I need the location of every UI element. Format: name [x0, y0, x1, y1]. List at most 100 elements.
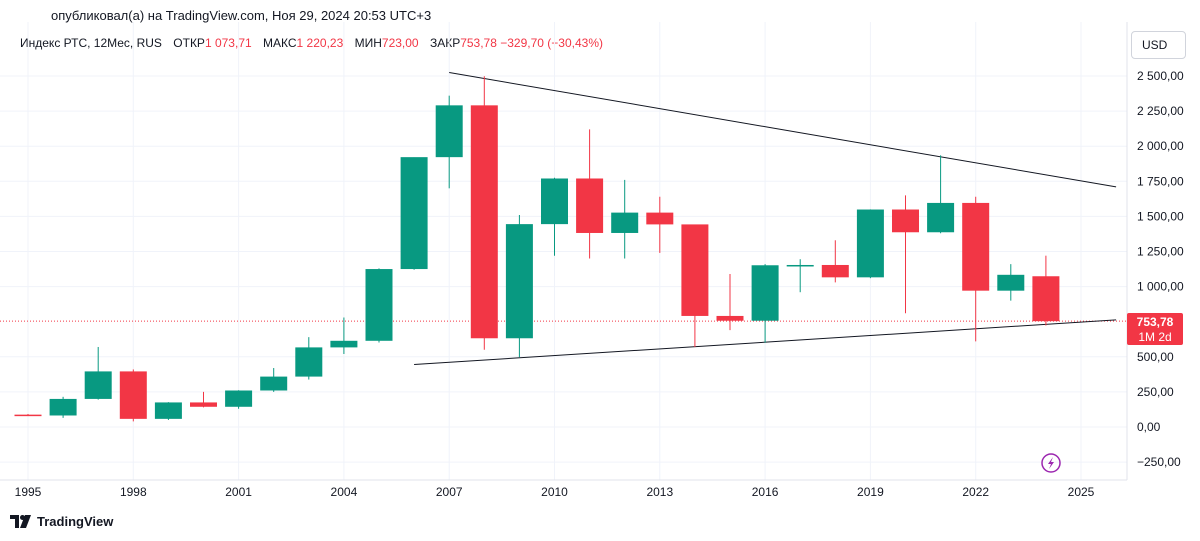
y-tick-label: 2 500,00 [1137, 69, 1184, 83]
open-value: 1 073,71 [204, 36, 252, 50]
candle-body [962, 202, 990, 291]
x-tick-label: 2007 [436, 485, 463, 499]
published-credit: опубликовал(а) на TradingView.com, Ноя 2… [51, 8, 432, 23]
x-tick-label: 2004 [331, 485, 358, 499]
candle-body [470, 105, 498, 339]
candle [856, 209, 884, 279]
candle-body [190, 402, 217, 407]
candle [576, 129, 604, 259]
x-tick-label: 1998 [120, 485, 147, 499]
price-badge: 753,78 1M 2d [1127, 313, 1183, 345]
candle-body [541, 178, 568, 225]
candle-body [154, 402, 182, 419]
candle [505, 214, 533, 358]
candle-body [435, 105, 463, 158]
candle [611, 179, 639, 259]
y-axis: 2 500,00 2 250,00 2 000,00 1 750,00 1 500,00… [1126, 22, 1184, 480]
symbol-legend: Индекс РТС, 12Мес, RUS ОТКР1 073,71 МАКС… [20, 36, 603, 50]
candle-body [49, 398, 77, 416]
candle-body [997, 274, 1025, 291]
candle-body [400, 157, 428, 270]
y-tick-label: 500,00 [1137, 350, 1174, 364]
candle [927, 155, 955, 234]
candle [962, 196, 990, 342]
candle [190, 391, 217, 408]
candle-body [751, 265, 779, 321]
open-label: ОТКР [173, 36, 205, 50]
close-label: ЗАКР [429, 36, 461, 50]
y-tick-label: 2 250,00 [1137, 104, 1184, 118]
candle [330, 317, 358, 354]
x-tick-label: 2025 [1068, 485, 1095, 499]
tradingview-logo[interactable]: TradingView [10, 514, 113, 529]
y-tick-label: 250,00 [1137, 385, 1174, 399]
candle [225, 390, 253, 409]
candle [84, 346, 112, 400]
candle [260, 368, 288, 392]
candle-body [225, 390, 253, 407]
change-value: −329,70 (−30,43%) [500, 36, 603, 50]
symbol-name: Индекс РТС, 12Мес, RUS [20, 36, 162, 50]
x-tick-label: 2019 [857, 485, 884, 499]
candle [365, 268, 393, 343]
x-tick-label: 1995 [15, 485, 42, 499]
candle-body [892, 209, 919, 233]
close-value: 753,78 [460, 36, 497, 50]
x-tick-label: 2016 [752, 485, 779, 499]
candle [646, 196, 674, 253]
candle-body [505, 224, 533, 339]
x-tick-label: 2010 [541, 485, 568, 499]
candle-body [576, 178, 604, 233]
candle [49, 396, 77, 418]
candle-body [119, 371, 147, 419]
candle [1032, 255, 1060, 326]
candle-body [716, 315, 744, 321]
high-value: 1 220,23 [296, 36, 344, 50]
y-tick-label: 2 000,00 [1137, 139, 1184, 153]
lightning-icon[interactable] [1041, 453, 1061, 473]
candle-body [84, 371, 112, 399]
logo-text: TradingView [37, 514, 114, 529]
y-tick-label: 1 250,00 [1137, 245, 1184, 259]
candle [541, 177, 568, 256]
currency-button[interactable]: USD [1131, 31, 1186, 59]
candle [997, 264, 1025, 301]
x-axis: 1995 1998 2001 2004 2007 2010 2013 2016 2019 2022… [0, 479, 1127, 499]
candle [14, 413, 42, 417]
candle-body [646, 212, 674, 225]
candle [681, 224, 709, 347]
candle-body [14, 414, 42, 417]
candle [435, 95, 463, 189]
x-tick-label: 2001 [225, 485, 252, 499]
y-tick-label: 1 500,00 [1137, 209, 1184, 223]
candle-body [611, 212, 639, 233]
candle-body [295, 347, 323, 377]
candle-body [260, 376, 288, 391]
badge-countdown: 1M 2d [1138, 330, 1171, 344]
x-tick-label: 2013 [646, 485, 673, 499]
candle [400, 157, 428, 270]
candle [154, 402, 182, 420]
y-tick-label: 0,00 [1137, 420, 1161, 434]
candles [14, 76, 1060, 422]
candle [119, 369, 147, 422]
candle-body [821, 264, 849, 278]
x-tick-label: 2022 [962, 485, 989, 499]
y-tick-label: −250,00 [1137, 455, 1181, 469]
low-label: МИН [354, 36, 382, 50]
candle-body [330, 340, 358, 348]
y-tick-label: 1 750,00 [1137, 174, 1184, 188]
badge-price: 753,78 [1137, 315, 1174, 329]
candle-body [927, 202, 955, 233]
low-value: 723,00 [381, 36, 419, 50]
candle-body [786, 264, 814, 267]
candle [295, 337, 323, 380]
candle [892, 195, 919, 314]
trendline [449, 71, 1117, 188]
candle-body [1032, 276, 1060, 322]
candle-body [365, 269, 393, 341]
candle [786, 259, 814, 293]
candle [716, 273, 744, 331]
tradingview-logo-icon [10, 514, 31, 528]
